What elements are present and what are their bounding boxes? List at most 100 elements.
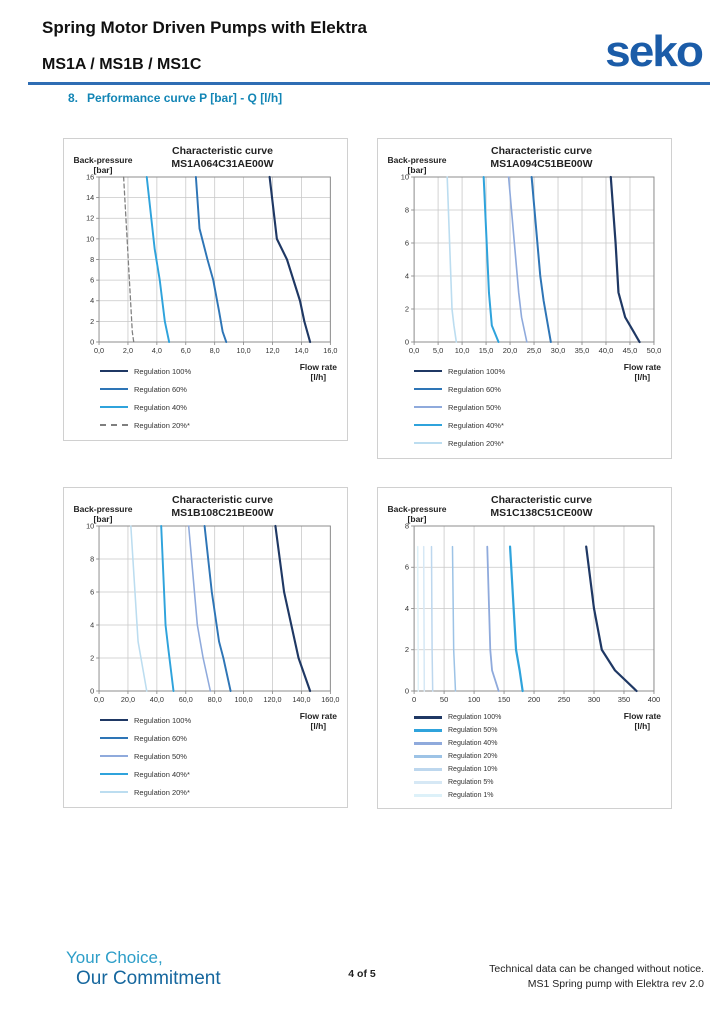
x-tick-label: 6,0 xyxy=(181,346,191,355)
x-axis-label-line2: [l/h] xyxy=(310,372,327,382)
plot-border xyxy=(98,176,331,343)
x-tick-label: 40,0 xyxy=(599,346,614,355)
y-axis-label: Back-pressure [bar] xyxy=(70,504,136,524)
chart-titles: Characteristic curve MS1C138C51CE00W xyxy=(384,494,665,519)
chart-title: Characteristic curve xyxy=(491,145,592,157)
x-tick-label: 100,0 xyxy=(235,695,253,704)
document-subtitle: MS1A / MS1B / MS1C xyxy=(42,56,202,73)
legend-line-sample xyxy=(414,405,442,409)
x-axis-label-line2: [l/h] xyxy=(634,372,651,382)
y-axis-label-line2: [bar] xyxy=(93,165,113,175)
legend-item: Regulation 50% xyxy=(100,747,341,765)
x-tick-label: 40,0 xyxy=(150,695,164,704)
y-tick-label: 6 xyxy=(405,563,409,572)
y-tick-label: 0 xyxy=(90,686,94,695)
x-tick-label: 4,0 xyxy=(152,346,162,355)
legend-item: Regulation 10% xyxy=(414,763,665,776)
y-tick-label: 6 xyxy=(90,276,94,285)
legend-label: Regulation 100% xyxy=(134,715,192,725)
series-regulation-20- xyxy=(446,176,458,343)
legend-label: Regulation 40%* xyxy=(134,769,190,779)
y-tick-label: 2 xyxy=(405,305,409,314)
legend-line-sample xyxy=(100,754,128,758)
series-regulation-40- xyxy=(482,176,500,343)
chart-model-code: MS1B108C21BE00W xyxy=(171,506,274,519)
notice-line2: MS1 Spring pump with Elektra rev 2.0 xyxy=(527,978,704,990)
x-tick-label: 200 xyxy=(528,695,541,704)
x-axis-label-line2: [l/h] xyxy=(634,721,651,731)
legend-item: Regulation 40%* xyxy=(414,416,665,434)
x-tick-label: 300 xyxy=(588,695,601,704)
x-tick-label: 160,0 xyxy=(321,695,339,704)
y-tick-label: 10 xyxy=(86,234,94,243)
legend-line-sample xyxy=(100,369,128,373)
page-number: 4 of 5 xyxy=(348,968,376,980)
tagline-line2: Our Commitment xyxy=(76,967,221,989)
legend-label: Regulation 40%* xyxy=(448,420,504,430)
chart-box-ms1a094: Back-pressure [bar] Characteristic curve… xyxy=(377,138,672,459)
legend-line-sample xyxy=(414,794,442,797)
legend-label: Regulation 60% xyxy=(448,384,501,394)
x-tick-label: 50 xyxy=(440,695,448,704)
x-tick-label: 250 xyxy=(558,695,571,704)
legend-item: Regulation 60% xyxy=(100,380,341,398)
header-divider xyxy=(28,82,710,85)
chart-model-code: MS1A064C31AE00W xyxy=(171,157,274,170)
x-axis-label: Flow rate [l/h] xyxy=(300,711,337,731)
x-axis-label: Flow rate [l/h] xyxy=(624,711,661,731)
y-axis-label-line1: Back-pressure xyxy=(73,155,133,165)
legend-item: Regulation 40%* xyxy=(100,765,341,783)
chart-titles: Characteristic curve MS1A064C31AE00W xyxy=(70,145,341,170)
legend-item: Regulation 100% xyxy=(100,362,341,380)
plot-border xyxy=(413,176,655,343)
legend-line-sample xyxy=(414,423,442,427)
x-tick-label: 10,0 xyxy=(237,346,251,355)
x-tick-label: 140,0 xyxy=(292,695,310,704)
tagline-line1: Your Choice, xyxy=(66,948,163,967)
y-tick-label: 8 xyxy=(90,255,94,264)
chart-title: Characteristic curve xyxy=(172,145,273,157)
x-tick-label: 20,0 xyxy=(503,346,518,355)
chart-box-ms1c138: Back-pressure [bar] Characteristic curve… xyxy=(377,487,672,809)
y-tick-label: 6 xyxy=(90,587,94,596)
chart-model-code: MS1A094C51BE00W xyxy=(490,157,593,170)
x-tick-label: 14,0 xyxy=(294,346,308,355)
legend-item: Regulation 50% xyxy=(414,724,665,737)
plot-border xyxy=(98,525,331,692)
x-tick-label: 35,0 xyxy=(575,346,590,355)
legend-item: Regulation 20%* xyxy=(414,434,665,452)
x-axis-label-line1: Flow rate xyxy=(299,362,337,372)
y-tick-label: 8 xyxy=(405,206,409,215)
x-axis-label: Flow rate [l/h] xyxy=(624,362,661,382)
legend-label: Regulation 50% xyxy=(448,402,501,412)
y-tick-label: 4 xyxy=(90,620,94,629)
series-regulation-100- xyxy=(585,545,638,693)
x-tick-label: 0,0 xyxy=(94,695,104,704)
series-regulation-60- xyxy=(203,525,232,692)
x-tick-label: 45,0 xyxy=(623,346,638,355)
y-axis-label: Back-pressure [bar] xyxy=(70,155,136,175)
series-regulation-20- xyxy=(130,525,148,692)
plot-wrap: 0,0 2,0 4,0 6,0 8,0 10,0 12,0 14,0 16,0 0 2 4 6 8 10 12… xyxy=(70,172,341,362)
legend-line-sample xyxy=(414,768,442,771)
legend-item: Regulation 50% xyxy=(414,398,665,416)
legend-line-sample xyxy=(414,729,442,732)
legend-label: Regulation 20%* xyxy=(134,787,190,797)
series-regulation-50- xyxy=(508,545,524,693)
y-axis-label: Back-pressure [bar] xyxy=(384,155,450,175)
y-tick-label: 6 xyxy=(405,239,409,248)
x-axis-label-line2: [l/h] xyxy=(310,721,327,731)
chart-legend: Regulation 100% Regulation 60% Regulation … xyxy=(100,362,341,434)
legend-line-sample xyxy=(414,387,442,391)
legend-line-sample xyxy=(100,405,128,409)
x-tick-label: 0 xyxy=(412,695,416,704)
x-tick-label: 0,0 xyxy=(409,346,419,355)
chart-model-code: MS1C138C51CE00W xyxy=(490,506,593,519)
series-regulation-60- xyxy=(530,176,552,343)
legend-line-sample xyxy=(100,387,128,391)
legend-label: Regulation 50% xyxy=(448,727,498,734)
legend-label: Regulation 20%* xyxy=(134,420,190,430)
legend-item: Regulation 100% xyxy=(414,711,665,724)
y-tick-label: 16 xyxy=(86,172,94,181)
x-axis-label-line1: Flow rate xyxy=(623,362,661,372)
